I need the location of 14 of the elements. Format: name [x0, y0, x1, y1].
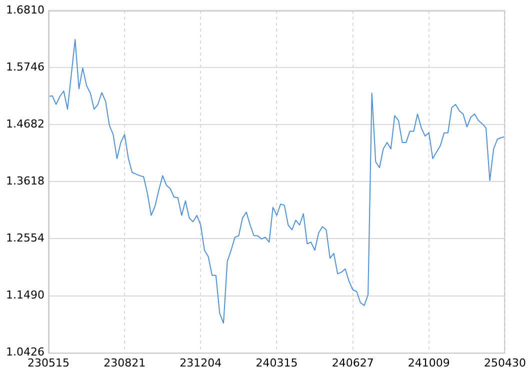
y-tick-label: 1.0426	[6, 346, 44, 359]
y-tick-label: 1.3618	[6, 174, 44, 188]
y-tick-label: 1.1490	[6, 288, 44, 302]
y-tick-label: 1.6810	[6, 3, 44, 16]
y-tick-label: 1.2554	[6, 232, 44, 245]
x-tick-label: 240627	[332, 356, 374, 370]
x-tick-label: 240315	[256, 356, 298, 370]
x-tick-label: 231204	[180, 356, 222, 370]
x-tick-label: 241009	[408, 356, 450, 370]
x-tick-label: 230515	[27, 356, 70, 370]
x-tick-label: 230821	[104, 356, 146, 370]
y-tick-label: 1.5746	[6, 60, 44, 74]
y-tick-label: 1.4682	[6, 118, 44, 131]
x-tick-label: 250430	[484, 356, 526, 370]
